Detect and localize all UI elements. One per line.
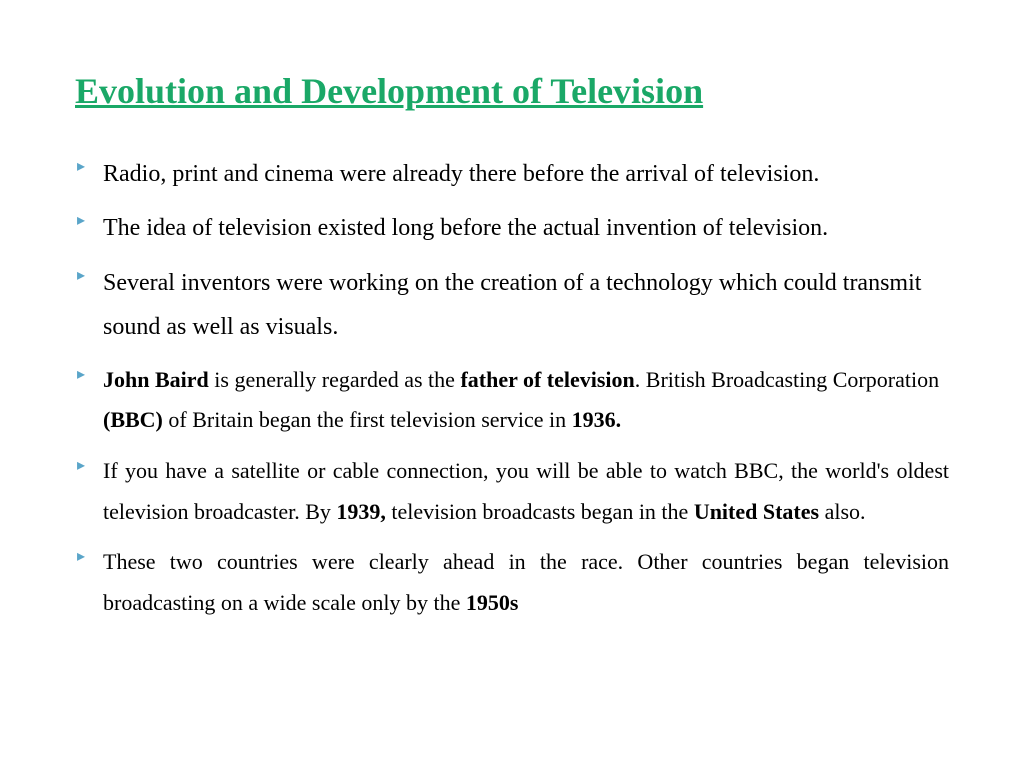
text-segment: These two countries were clearly ahead i… — [103, 549, 949, 615]
text-segment: 1950s — [466, 590, 519, 615]
text-segment: father of television — [460, 367, 634, 392]
bullet-item: John Baird is generally regarded as the … — [75, 360, 949, 441]
text-segment: 1939, — [336, 499, 386, 524]
bullet-item: The idea of television existed long befo… — [75, 206, 949, 250]
text-segment: is generally regarded as the — [209, 367, 461, 392]
text-segment: The idea of television existed long befo… — [103, 215, 828, 241]
text-segment: United States — [694, 499, 819, 524]
slide-title: Evolution and Development of Television — [75, 70, 949, 112]
text-segment: John Baird — [103, 367, 209, 392]
text-segment: of Britain began the first television se… — [163, 407, 572, 432]
text-segment: Several inventors were working on the cr… — [103, 270, 921, 340]
text-segment: Radio, print and cinema were already the… — [103, 161, 819, 187]
text-segment: (BBC) — [103, 407, 163, 432]
bullet-item: Radio, print and cinema were already the… — [75, 152, 949, 196]
text-segment: television broadcasts began in the — [386, 499, 694, 524]
bullet-list: Radio, print and cinema were already the… — [75, 152, 949, 624]
text-segment: 1936. — [572, 407, 622, 432]
text-segment: also. — [819, 499, 865, 524]
text-segment: . British Broadcasting Corporation — [635, 367, 939, 392]
bullet-item: If you have a satellite or cable connect… — [75, 451, 949, 532]
bullet-item: Several inventors were working on the cr… — [75, 261, 949, 350]
bullet-item: These two countries were clearly ahead i… — [75, 542, 949, 623]
